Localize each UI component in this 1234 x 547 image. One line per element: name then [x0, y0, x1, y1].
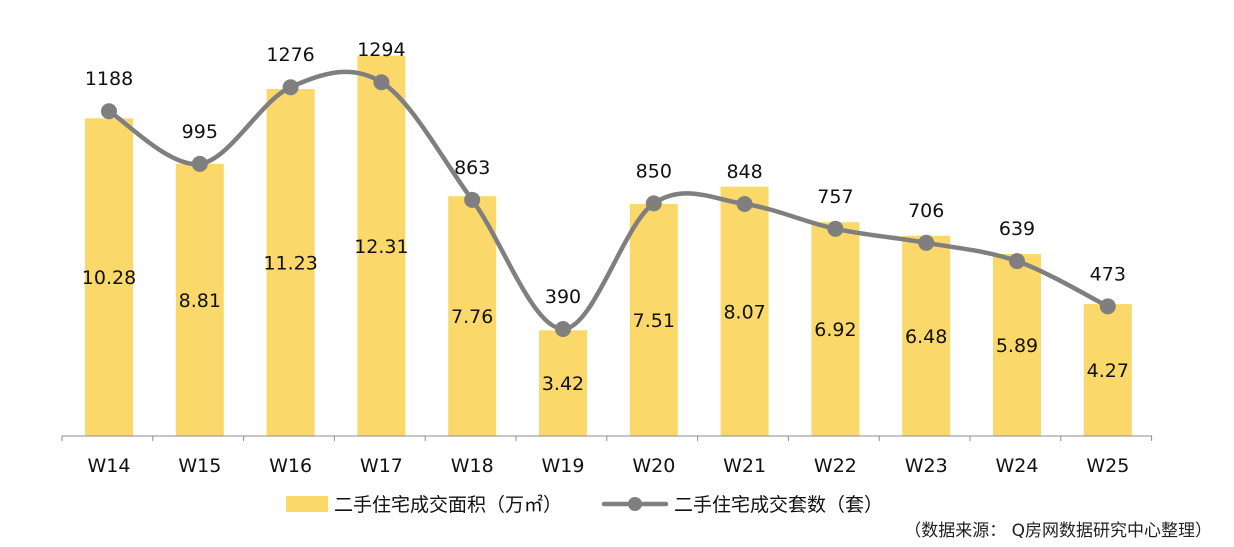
x-tick-label: W24 [996, 455, 1039, 477]
line-point-W21 [736, 196, 753, 212]
bar-data-label: 11.23 [263, 253, 317, 275]
line-point-W18 [464, 191, 481, 208]
line-data-label: 863 [454, 157, 490, 179]
source-note: （数据来源： Q房网数据研究中心整理） [904, 521, 1212, 541]
bar-data-label: 3.42 [542, 373, 584, 395]
line-point-W24 [1009, 253, 1025, 270]
bar-W18 [448, 196, 497, 436]
x-tick-label: W14 [88, 455, 131, 477]
line-data-label: 390 [545, 286, 581, 308]
bar-data-label: 6.92 [814, 319, 856, 341]
x-tick-label: W20 [632, 455, 675, 477]
bar-W14 [85, 118, 133, 437]
bar-W23 [902, 235, 951, 436]
line-point-W17 [373, 74, 390, 91]
line-point-W19 [555, 321, 571, 337]
line-data-label: 1188 [85, 68, 133, 90]
bar-W20 [629, 203, 678, 436]
bar-W16 [266, 89, 315, 436]
bar-W19 [539, 330, 587, 436]
bar-data-label: 6.48 [905, 326, 947, 348]
bars-layer [85, 55, 1132, 437]
legend-line-label: 二手住宅成交套数（套） [674, 494, 883, 516]
line-data-label: 473 [1090, 263, 1126, 285]
line-point-W25 [1099, 298, 1116, 315]
line-point-W20 [645, 195, 662, 212]
x-tick-label: W21 [723, 455, 766, 477]
x-tick-label: W15 [178, 455, 221, 477]
x-tick-label: W19 [542, 455, 585, 477]
bar-data-label: 5.89 [996, 335, 1038, 357]
labels-layer: 1188 995 1276 1294 863 390 850 848 757 706 639 473 1… [82, 39, 1129, 395]
line-point-W23 [918, 234, 935, 251]
x-axis: W14 W15 W16 W17 W18 W19 W20 W21 W22 W23 W24 W25 [61, 435, 1153, 477]
line-data-label: 848 [726, 161, 762, 183]
line-data-label: 706 [908, 200, 944, 222]
bar-data-label: 7.51 [633, 310, 675, 332]
bar-data-label: 8.81 [179, 290, 221, 312]
line-data-label: 1276 [266, 44, 314, 66]
line-data-label: 639 [999, 218, 1035, 240]
x-tick-label: W16 [269, 455, 312, 477]
x-tick-label: W18 [451, 455, 494, 477]
line-layer [101, 69, 1116, 337]
bar-data-label: 10.28 [82, 267, 136, 289]
x-tick-label: W25 [1086, 455, 1129, 477]
legend: 二手住宅成交面积（万㎡） 二手住宅成交套数（套） [286, 493, 883, 516]
bar-data-label: 4.27 [1087, 360, 1129, 382]
bar-data-label: 12.31 [354, 236, 408, 258]
bar-W17 [357, 55, 406, 436]
bar-data-label: 8.07 [723, 301, 765, 323]
line-data-label: 757 [817, 186, 853, 208]
x-tick-label: W22 [814, 455, 857, 477]
line-point-W22 [827, 220, 844, 237]
line-data-label: 1294 [357, 39, 405, 61]
bar-W25 [1083, 304, 1132, 436]
bar-W21 [720, 186, 769, 436]
bar-data-label: 7.76 [451, 306, 493, 328]
legend-bar-label: 二手住宅成交面积（万㎡） [334, 493, 562, 516]
legend-line-marker [628, 497, 642, 511]
line-point-W14 [101, 103, 117, 120]
series-line [106, 69, 1111, 332]
line-point-W16 [282, 79, 299, 96]
line-point-W15 [191, 155, 208, 172]
line-data-label: 995 [182, 121, 218, 143]
line-data-label: 850 [636, 160, 672, 182]
x-tick-label: W23 [905, 455, 948, 477]
legend-bar-swatch [286, 496, 328, 512]
bar-W24 [993, 254, 1041, 436]
bar-W22 [811, 222, 860, 436]
x-tick-label: W17 [360, 455, 403, 477]
bar-W15 [175, 163, 224, 437]
